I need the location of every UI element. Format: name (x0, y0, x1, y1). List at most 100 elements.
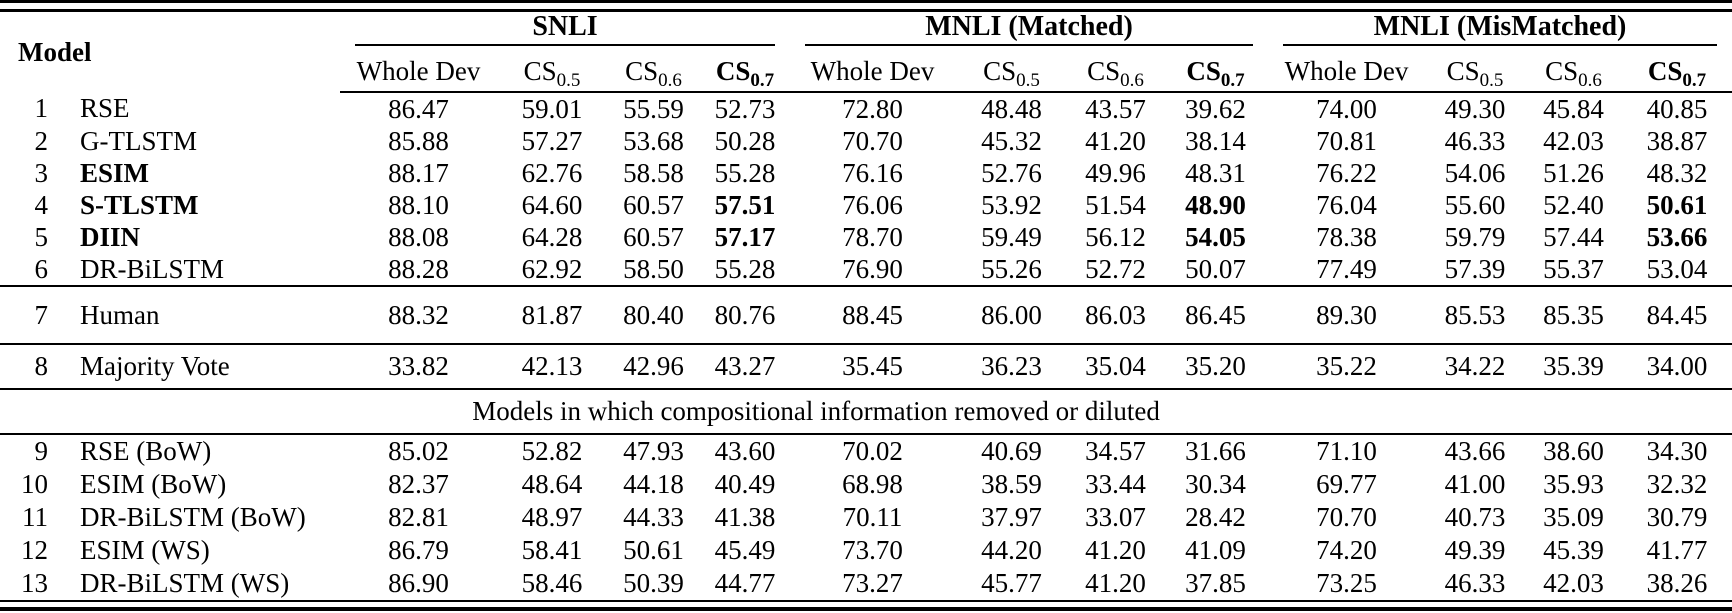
score-cell: 55.28 (714, 157, 776, 188)
score-cell: 74.00 (1316, 93, 1377, 124)
score-cell: 47.93 (623, 436, 684, 466)
score-cell: 86.47 (388, 93, 449, 124)
score-cell: 70.81 (1316, 125, 1377, 156)
score-cell: 46.33 (1444, 125, 1506, 156)
score-cell: 64.28 (521, 221, 583, 252)
score-cell: 58.50 (607, 253, 700, 287)
score-cell: 57.51 (714, 189, 776, 220)
score-cell: 33.44 (1085, 469, 1146, 499)
score-cell: 44.18 (623, 469, 684, 499)
score-cell: 48.32 (1646, 157, 1708, 188)
score-cell: 76.22 (1316, 157, 1377, 188)
table-row: 13 DR-BiLSTM (WS) 86.90 58.46 50.39 44.77 73.2… (0, 567, 1732, 600)
score-cell: 40.69 (981, 436, 1042, 466)
score-cell: 88.10 (388, 189, 449, 220)
score-cell: 52.76 (981, 157, 1042, 188)
score-cell: 39.62 (1185, 93, 1246, 124)
score-cell: 78.38 (1316, 221, 1377, 252)
score-cell: 70.70 (1316, 502, 1377, 532)
row-number-cell: 1 (34, 93, 49, 123)
score-cell: 76.06 (842, 189, 903, 220)
score-cell: 76.90 (790, 253, 955, 287)
score-cell: 49.96 (1085, 157, 1146, 188)
table-row: 12 ESIM (WS) 86.79 58.41 50.61 45.49 73.70 44.2… (0, 534, 1732, 567)
column-header-label: Whole Dev (810, 56, 935, 86)
score-cell: 34.00 (1622, 344, 1732, 390)
score-cell: 55.37 (1525, 253, 1622, 287)
score-cell: 76.04 (1316, 189, 1377, 220)
row-number-cell: 13 (21, 568, 48, 598)
column-header: Whole Dev (1268, 52, 1425, 93)
table-row: 2 G-TLSTM 85.88 57.27 53.68 50.28 70.70 45.32 41… (0, 125, 1732, 157)
table-header: Model SNLI MNLI (Matched) MNLI (MisMatch… (0, 11, 1732, 93)
column-header: CS0.6 (1525, 52, 1622, 93)
score-cell: 57.44 (1543, 221, 1604, 252)
score-cell: 57.39 (1425, 253, 1525, 287)
score-cell: 50.61 (623, 535, 684, 565)
score-cell: 31.66 (1185, 436, 1246, 466)
score-cell: 59.01 (521, 93, 583, 124)
column-header: Whole Dev (790, 52, 955, 93)
row-number-cell: 8 (0, 344, 62, 390)
score-cell: 69.77 (1316, 469, 1377, 499)
score-cell: 30.34 (1185, 469, 1246, 499)
score-cell: 40.49 (714, 469, 776, 499)
model-name-cell: ESIM (BoW) (80, 469, 227, 499)
score-cell: 41.20 (1085, 568, 1146, 598)
column-header-subscript: 0.7 (1220, 70, 1245, 91)
column-header: CS0.5 (1425, 52, 1525, 93)
score-cell: 88.28 (340, 253, 497, 287)
column-header-label: CS (1545, 56, 1579, 86)
model-name-cell: RSE (BoW) (80, 436, 212, 466)
score-cell: 52.72 (1068, 253, 1163, 287)
score-cell: 54.06 (1444, 157, 1506, 188)
column-header-label: CS (1186, 56, 1221, 86)
score-cell: 35.09 (1543, 502, 1604, 532)
column-header: CS0.7 (1622, 52, 1732, 93)
model-name-cell: DR-BiLSTM (62, 253, 340, 287)
table-top-double-rule (0, 0, 1732, 12)
score-cell: 34.57 (1085, 436, 1146, 466)
table-row: 1 RSE 86.47 59.01 55.59 52.73 72.80 48.48 43.57 3… (0, 92, 1732, 125)
score-cell: 85.35 (1525, 286, 1622, 345)
score-cell: 58.46 (521, 568, 583, 598)
group-header-mnli-mismatched: MNLI (MisMatched) (1373, 11, 1627, 42)
score-cell: 48.48 (981, 93, 1042, 124)
group-header-snli: SNLI (532, 11, 598, 42)
score-cell: 86.45 (1163, 286, 1268, 345)
section-divider: Models in which compositional informatio… (0, 389, 1732, 435)
score-cell: 41.20 (1085, 535, 1146, 565)
column-header-label: CS (715, 56, 751, 86)
score-cell: 57.27 (521, 125, 583, 156)
score-cell: 86.90 (388, 568, 449, 598)
row-number-cell: 7 (0, 286, 62, 345)
row-number-cell: 11 (22, 502, 48, 532)
score-cell: 40.85 (1646, 93, 1708, 124)
column-header: CS0.7 (700, 52, 790, 93)
table-row: 8 Majority Vote 33.82 42.13 42.96 43.27 35.45 3… (0, 344, 1732, 390)
score-cell: 41.38 (714, 502, 776, 532)
score-cell: 70.11 (842, 502, 903, 532)
model-name-cell: Human (62, 286, 340, 345)
score-cell: 88.08 (388, 221, 449, 252)
column-header-subscript: 0.7 (1682, 70, 1707, 91)
score-cell: 45.84 (1543, 93, 1604, 124)
table-bottom-double-rule (0, 600, 1732, 611)
score-cell: 41.77 (1646, 535, 1708, 565)
model-name-cell: ESIM (80, 157, 150, 188)
score-cell: 28.42 (1185, 502, 1246, 532)
score-cell: 58.41 (521, 535, 583, 565)
model-column-header: Model (18, 36, 92, 67)
results-table: Model SNLI MNLI (Matched) MNLI (MisMatch… (0, 12, 1732, 600)
table-row: 6 DR-BiLSTM 88.28 62.92 58.50 55.28 76.90 55.26… (0, 253, 1732, 287)
group-underline-cell (790, 42, 1268, 52)
score-cell: 62.92 (497, 253, 607, 287)
score-cell: 52.82 (521, 436, 583, 466)
model-name-cell: DR-BiLSTM (BoW) (80, 502, 306, 532)
section-header-label: Models in which compositional informatio… (0, 389, 1732, 435)
score-cell: 44.77 (714, 568, 776, 598)
score-cell: 88.17 (388, 157, 449, 188)
column-header-subscript: 0.7 (750, 70, 775, 91)
score-cell: 32.32 (1646, 469, 1708, 499)
score-cell: 53.68 (623, 125, 684, 156)
